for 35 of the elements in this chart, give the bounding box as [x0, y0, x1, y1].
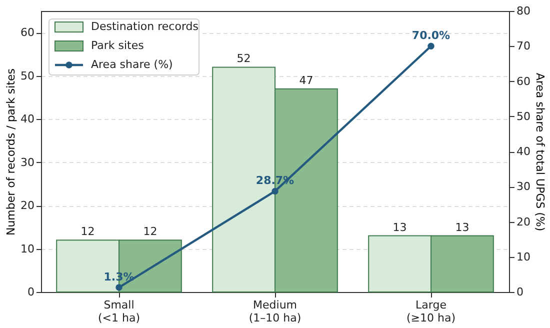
y2-tick-label: 70	[516, 40, 530, 53]
y2-tick-label: 80	[516, 4, 530, 18]
y-tick-label: 10	[20, 242, 34, 256]
data-label: 47	[299, 74, 314, 87]
x-tick-label: Large (≥10 ha)	[406, 298, 456, 324]
point	[272, 188, 278, 195]
legend-label: Area share (%)	[91, 58, 173, 71]
legend-label: Destination records	[91, 20, 199, 33]
data-label: 28.7%	[256, 174, 294, 188]
y2-tick-label: 60	[516, 74, 530, 88]
y2-tick-label: 10	[516, 250, 530, 264]
data-label: 13	[455, 220, 470, 234]
data-label: 52	[236, 52, 251, 66]
y-axis-title: Number of records / park sites	[4, 68, 18, 236]
y-tick-label: 0	[28, 286, 34, 298]
x-tick-label: Small (<1 ha)	[98, 298, 140, 324]
y-tick-label: 20	[20, 199, 34, 212]
data-label: 13	[392, 220, 407, 234]
data-label: 12	[143, 225, 158, 238]
y-tick-label: 30	[20, 156, 34, 169]
y-tick-label: 50	[20, 69, 34, 82]
data-label: 12	[80, 225, 95, 238]
y2-axis-title: Area share of total UPGS (%)	[533, 72, 546, 232]
y-tick-label: 40	[20, 112, 34, 126]
point	[116, 284, 122, 291]
y2-tick-label: 40	[516, 145, 530, 158]
y-tick-label: 60	[20, 26, 34, 40]
data-label: 70.0%	[412, 29, 450, 42]
y2-tick-label: 30	[516, 180, 530, 194]
y2-tick-label: 50	[516, 110, 530, 123]
y2-tick-label: 20	[516, 215, 530, 228]
point	[428, 42, 434, 50]
y2-tick-label: 0	[516, 286, 524, 298]
x-tick-label: Medium (1–10 ha)	[248, 298, 302, 324]
legend-label: Park sites	[91, 39, 144, 52]
